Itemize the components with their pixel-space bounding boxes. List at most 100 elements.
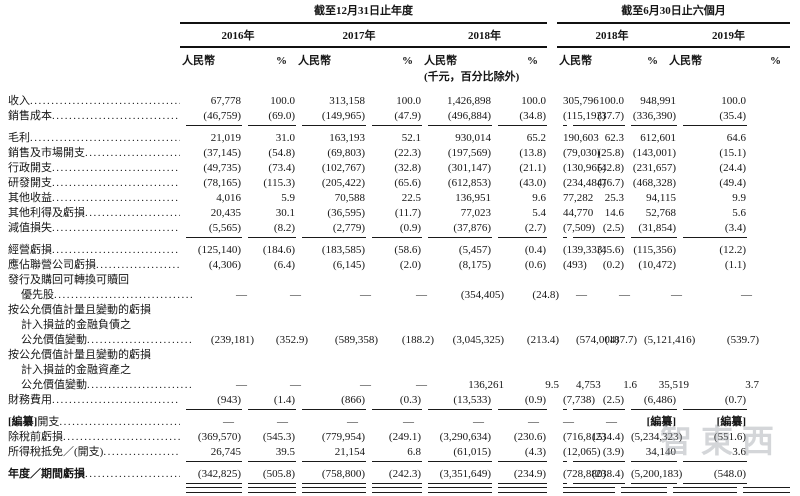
amount-cell: (12,065)	[557, 445, 601, 462]
cell-value: —	[223, 416, 234, 428]
row-label: 按公允價值計量且變動的虧損	[8, 304, 151, 316]
row-label: 公允價值變動	[8, 333, 193, 348]
percent-cell: 39.5	[242, 445, 296, 462]
amount-cell: 70,588	[296, 191, 366, 206]
percent-cell: —	[366, 415, 422, 430]
cell-value: (22.3)	[394, 147, 421, 159]
row-label: 所得稅抵免／(開支)	[8, 445, 180, 460]
cell-value: (5,121,416)	[644, 334, 696, 346]
percent-cell: (551.6)	[677, 430, 747, 445]
dot-leader	[30, 94, 180, 109]
cell-value: (45.6)	[597, 244, 624, 256]
cell-value: (0.7)	[683, 393, 747, 410]
percent-cell: (24.8)	[505, 288, 560, 303]
financial-statement-table: 截至12月31日止年度 截至6月30日止六個月 2016年 2017年 2018年 201…	[8, 4, 800, 493]
percent-cell: (34.8)	[492, 109, 547, 126]
amount-cell: (115,193)	[557, 109, 606, 126]
cell-value: 52.1	[401, 132, 421, 144]
cell-value: [編纂]	[646, 416, 676, 428]
dot-leader	[30, 131, 180, 146]
percent-cell: (1.4)	[242, 393, 296, 410]
amount-cell: (866)	[296, 393, 366, 410]
unit-note-row: (千元，百分比除外)	[8, 70, 800, 85]
cell-value: 67,778	[210, 95, 241, 107]
amount-cell: (612,853)	[422, 176, 492, 191]
cell-value: 136,261	[468, 379, 504, 391]
cell-value: (5,234,323)	[631, 431, 683, 443]
amount-cell: (6,486)	[625, 393, 677, 410]
dot-leader	[87, 333, 193, 348]
amount-cell: (10,472)	[625, 258, 677, 273]
amount-cell: (574,004)	[570, 333, 619, 348]
cell-value: 20,435	[210, 207, 241, 219]
cell-value: (3,290,634)	[439, 431, 491, 443]
percent-cell: (11.7)	[366, 206, 422, 221]
cell-value: 26,745	[186, 445, 242, 462]
row-label-text: 其他收益	[8, 192, 52, 204]
double-rule-row	[8, 487, 800, 493]
percent-cell: (0.4)	[492, 243, 547, 258]
cell-value: (589,358)	[334, 334, 378, 346]
percent-cell: 9.5	[505, 378, 560, 393]
currency-label: 人民幣	[298, 55, 331, 67]
amount-cell: —	[193, 378, 255, 393]
amount-cell: (7,509)	[557, 221, 595, 238]
amount-cell: [編纂]	[625, 415, 677, 430]
row-label: 應佔聯營公司虧損	[8, 258, 180, 273]
percent-cell: 100.0	[242, 94, 296, 109]
cell-value: 948,991	[640, 95, 676, 107]
cell-value: (35.4)	[683, 109, 747, 126]
dot-leader	[87, 378, 193, 393]
percent-cell: (3.9)	[567, 445, 625, 462]
percent-cell: (548.0)	[677, 467, 747, 484]
amount-cell: —	[193, 288, 255, 303]
amount-cell: (149,965)	[296, 109, 366, 126]
table-row: 行政開支 (49,735) (73.4) (102,767) (32.8) (301,14…	[8, 161, 800, 176]
amount-cell: 20,435	[180, 206, 242, 221]
cell-value: (6,145)	[332, 259, 365, 271]
amount-cell: (78,165)	[180, 176, 242, 191]
amount-cell: (468,328)	[625, 176, 677, 191]
amount-cell: 612,601	[625, 131, 677, 146]
cell-value: (5,457)	[458, 244, 491, 256]
row-label: 研發開支	[8, 176, 180, 191]
cell-value: (369,570)	[197, 431, 241, 443]
cell-value: (24.8)	[532, 289, 559, 301]
cell-value: —	[236, 289, 247, 301]
percent-cell: (37.7)	[567, 109, 625, 126]
amount-cell: 305,796	[557, 94, 599, 109]
cell-value: 65.2	[526, 132, 546, 144]
double-rule-segment	[296, 487, 366, 493]
row-label: 銷售及市場開支	[8, 146, 180, 161]
cell-value: —	[576, 289, 587, 301]
cell-value: —	[236, 379, 247, 391]
cell-value: (43.0)	[519, 177, 546, 189]
percent-cell: —	[379, 378, 435, 393]
table-row: 計入損益的金融資產之	[8, 363, 800, 378]
cell-value: 39.5	[248, 445, 296, 462]
cell-value: 930,014	[455, 132, 491, 144]
row-label: 優先股	[8, 288, 193, 303]
amount-cell: (183,585)	[296, 243, 366, 258]
cell-value: (69.0)	[248, 109, 296, 126]
percent-cell: (0.6)	[492, 258, 547, 273]
cell-value: (496,884)	[428, 109, 492, 126]
percent-cell: (73.4)	[242, 161, 296, 176]
amount-cell: (3,045,325)	[435, 333, 505, 348]
cell-value: (149,965)	[302, 109, 366, 126]
percent-label: %	[527, 55, 538, 67]
cell-value: 612,601	[640, 132, 676, 144]
amount-cell: (301,147)	[422, 161, 492, 176]
table-row: 計入損益的金融負債之	[8, 318, 800, 333]
amount-cell: 67,778	[180, 94, 242, 109]
cell-value: 21,154	[302, 445, 366, 462]
cell-value: 4,016	[216, 192, 241, 204]
percent-cell: (2.5)	[567, 221, 625, 238]
double-rule	[673, 487, 737, 493]
currency-label: 人民幣	[669, 55, 702, 67]
cell-value: —	[619, 289, 630, 301]
amount-cell: 4,753	[570, 378, 601, 393]
amount-cell: (7,738)	[557, 393, 595, 410]
amount-cell: (37,145)	[180, 146, 242, 161]
percent-cell: 5.9	[242, 191, 296, 206]
